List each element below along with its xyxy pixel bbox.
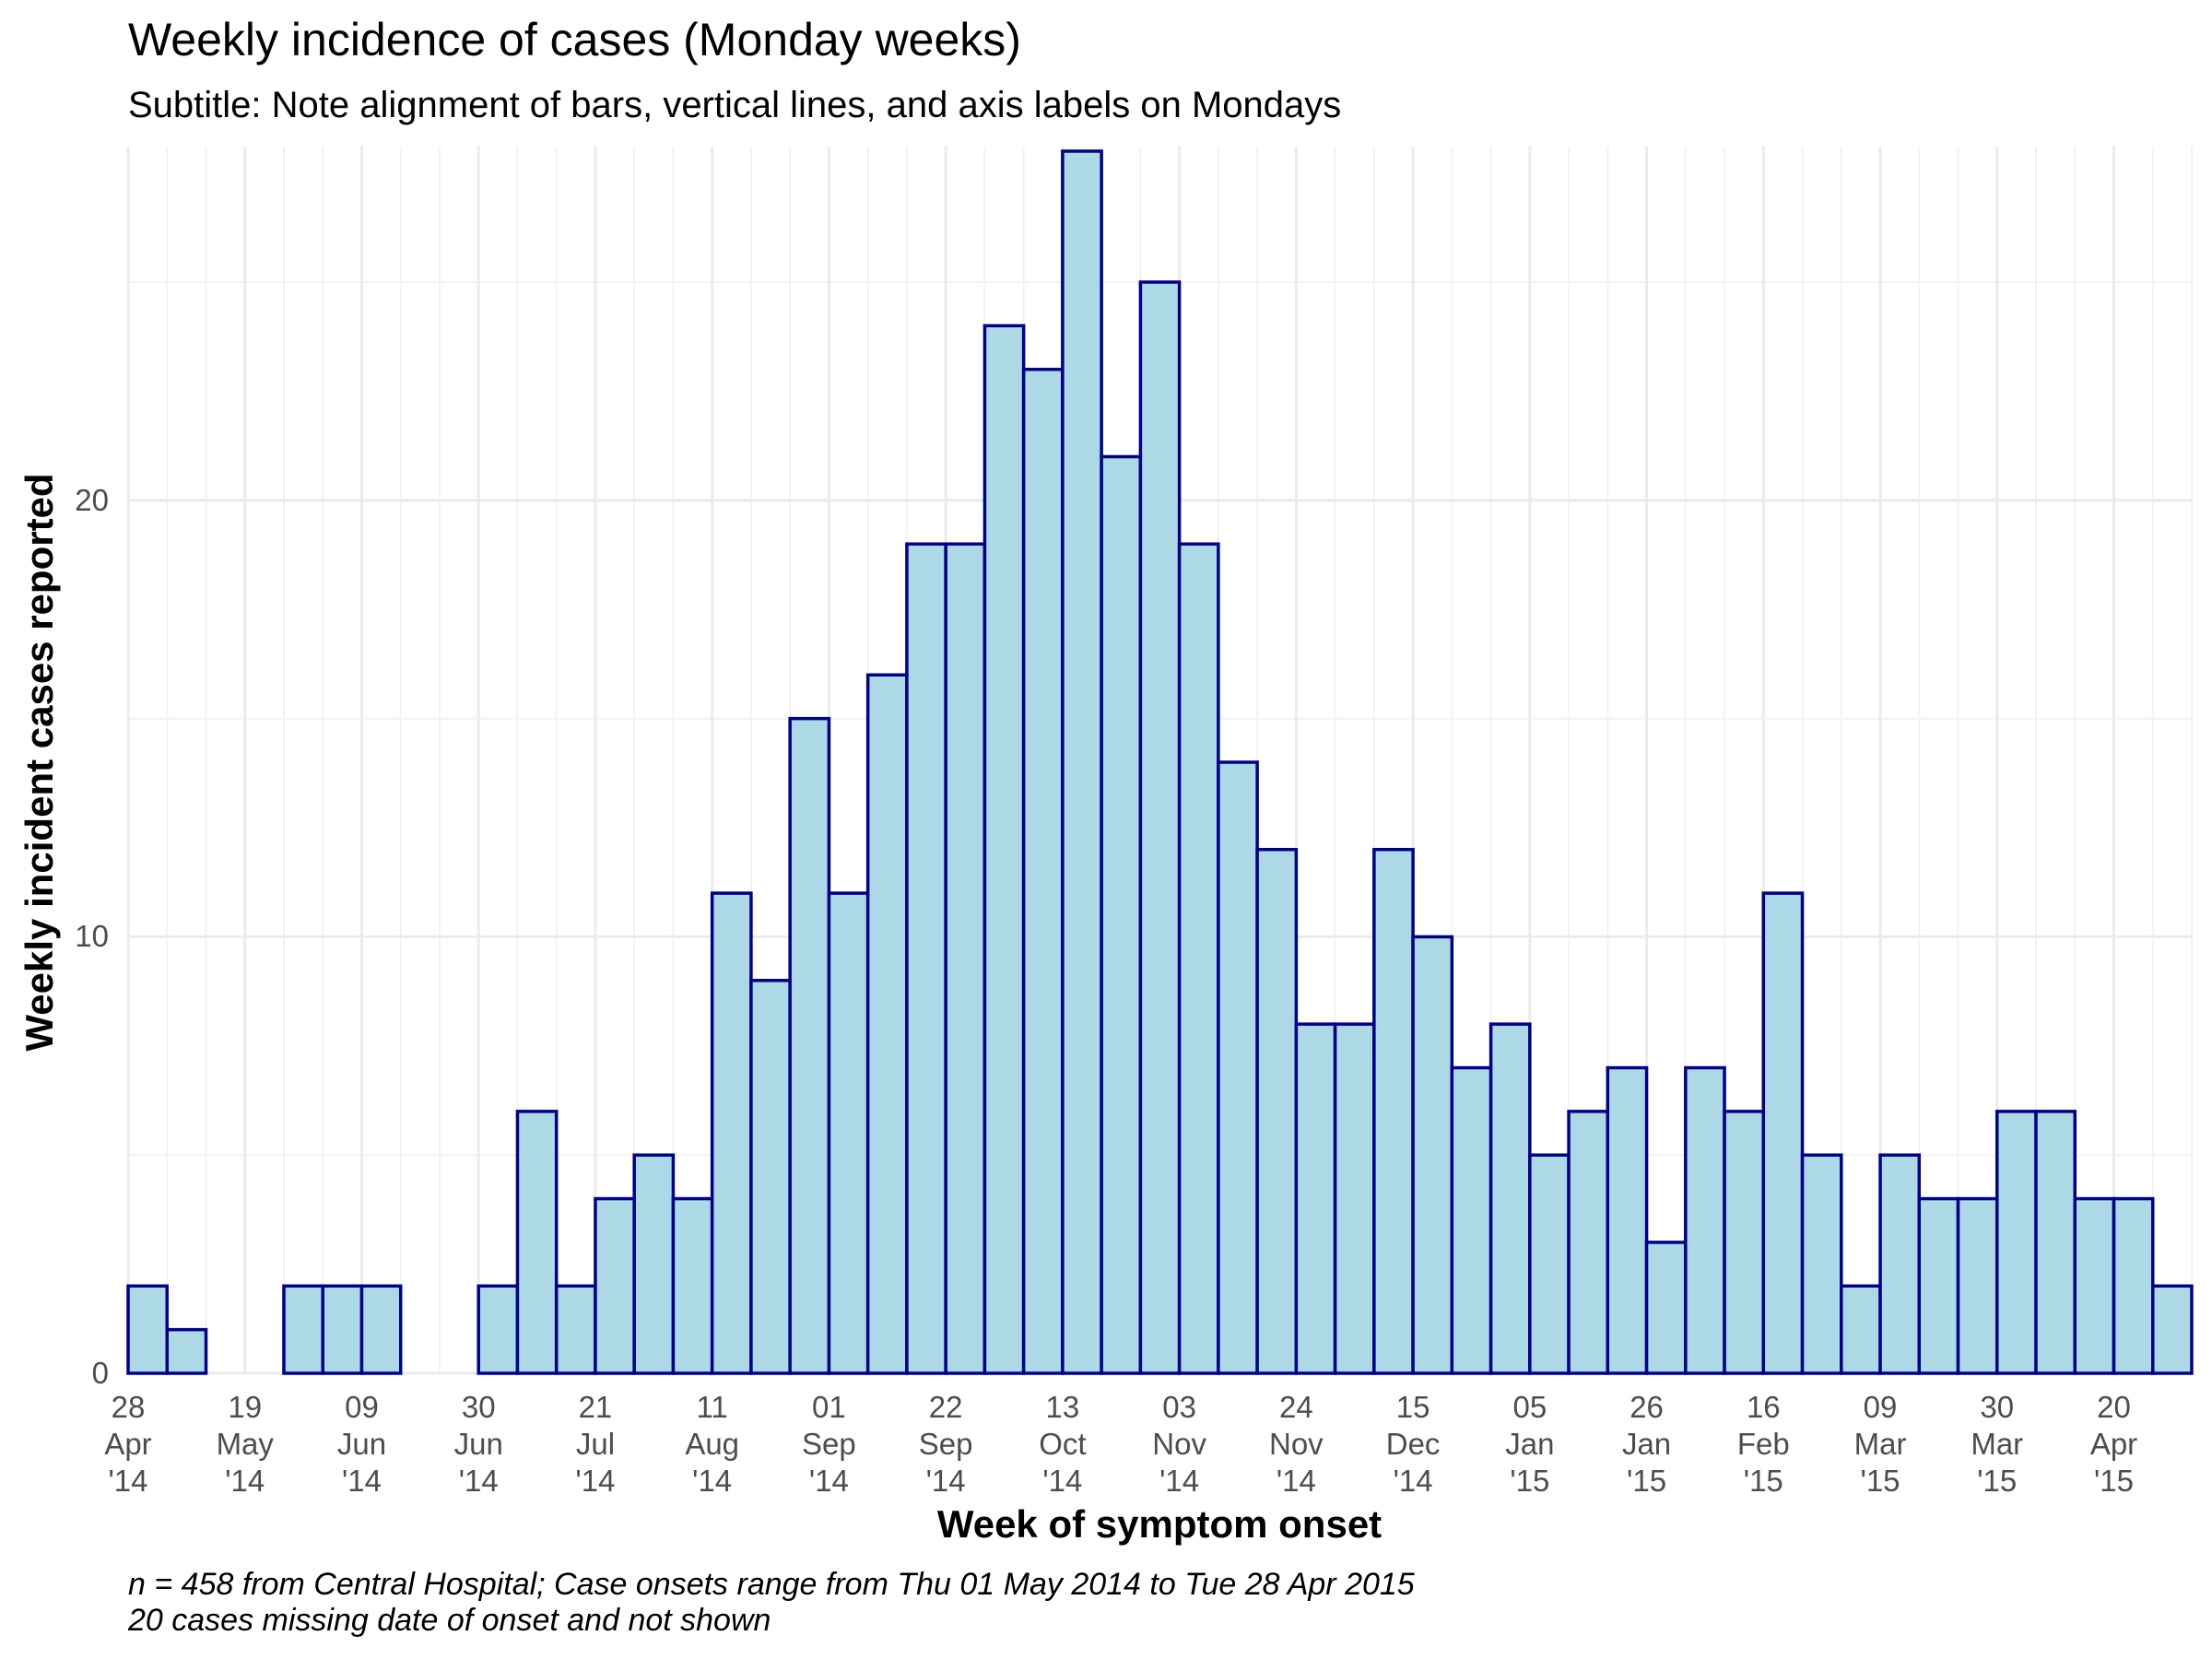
x-tick-label: 24 Nov '14	[1269, 1390, 1324, 1498]
bar	[1021, 368, 1065, 1375]
x-tick-label: 16 Feb '15	[1736, 1390, 1790, 1498]
bar	[515, 1110, 559, 1375]
bar	[1606, 1065, 1649, 1375]
bar	[1061, 149, 1103, 1375]
bar	[905, 542, 947, 1375]
x-tick-label: 20 Apr '15	[2089, 1390, 2138, 1498]
x-tick-label: 22 Sep '14	[918, 1390, 973, 1498]
y-tick-label: 10	[75, 919, 109, 954]
bar	[282, 1284, 324, 1375]
bar	[1528, 1153, 1571, 1375]
bar	[1138, 280, 1182, 1375]
bar	[1372, 847, 1415, 1375]
bar	[1177, 542, 1220, 1375]
bar	[1917, 1196, 1960, 1375]
y-tick-label: 20	[75, 482, 109, 517]
y-axis-title: Weekly incident cases reported	[18, 473, 61, 1052]
bar	[944, 542, 987, 1375]
caption: 20 cases missing date of onset and not s…	[128, 1603, 771, 1638]
bar	[1217, 760, 1259, 1375]
bar	[2151, 1284, 2194, 1375]
bar	[1684, 1065, 1726, 1375]
y-tick-label: 0	[91, 1356, 109, 1390]
x-tick-label: 30 Jun '14	[453, 1390, 503, 1498]
bar	[982, 324, 1026, 1375]
x-tick-label: 28 Apr '14	[104, 1390, 152, 1498]
bar	[165, 1327, 208, 1375]
bar	[1956, 1196, 1999, 1375]
bar	[1488, 1022, 1532, 1375]
x-tick-label: 05 Jan '15	[1505, 1390, 1555, 1498]
bar	[2112, 1196, 2155, 1375]
bar	[126, 1284, 169, 1375]
bar	[1644, 1241, 1688, 1375]
bar	[749, 979, 792, 1375]
bar	[671, 1196, 714, 1375]
x-tick-label: 15 Dec '14	[1385, 1390, 1441, 1498]
bar	[865, 673, 909, 1375]
x-tick-label: 26 Jan '15	[1621, 1390, 1672, 1498]
x-tick-label: 09 Mar '15	[1853, 1390, 1907, 1498]
bar	[827, 891, 870, 1375]
chart-title: Weekly incidence of cases (Monday weeks)	[128, 14, 1021, 65]
bar	[321, 1284, 364, 1375]
bar	[1294, 1022, 1337, 1375]
caption: n = 458 from Central Hospital; Case onse…	[128, 1567, 1415, 1602]
bar	[1450, 1065, 1493, 1375]
x-tick-label: 21 Jul '14	[575, 1390, 616, 1498]
bar	[1878, 1153, 1922, 1375]
bar	[1255, 847, 1299, 1375]
bar	[477, 1284, 520, 1375]
x-tick-label: 01 Sep '14	[802, 1390, 856, 1498]
x-tick-label: 13 Oct '14	[1039, 1390, 1087, 1498]
bar	[1995, 1110, 2038, 1375]
bar	[1840, 1284, 1882, 1375]
x-tick-label: 09 Jun '14	[336, 1390, 387, 1498]
bar	[1567, 1110, 1610, 1375]
bar	[632, 1153, 676, 1375]
x-tick-label: 30 Mar '15	[1971, 1390, 2024, 1498]
x-tick-label: 11 Aug '14	[685, 1390, 740, 1498]
bar	[554, 1284, 597, 1375]
x-axis-title: Week of symptom onset	[936, 1502, 1382, 1546]
bar	[710, 891, 753, 1375]
bar	[1723, 1110, 1766, 1375]
bar	[1800, 1153, 1843, 1375]
bar	[788, 716, 831, 1375]
bar	[594, 1196, 636, 1375]
x-tick-label: 19 May '14	[216, 1390, 274, 1498]
bar	[359, 1284, 403, 1375]
bar	[2073, 1196, 2116, 1375]
bar	[1333, 1022, 1376, 1375]
chart-subtitle: Subtitle: Note alignment of bars, vertic…	[128, 85, 1342, 125]
bar	[1100, 454, 1143, 1375]
bar	[1761, 891, 1805, 1375]
bar	[2034, 1110, 2077, 1375]
bar	[1411, 935, 1454, 1375]
x-tick-label: 03 Nov '14	[1152, 1390, 1206, 1498]
